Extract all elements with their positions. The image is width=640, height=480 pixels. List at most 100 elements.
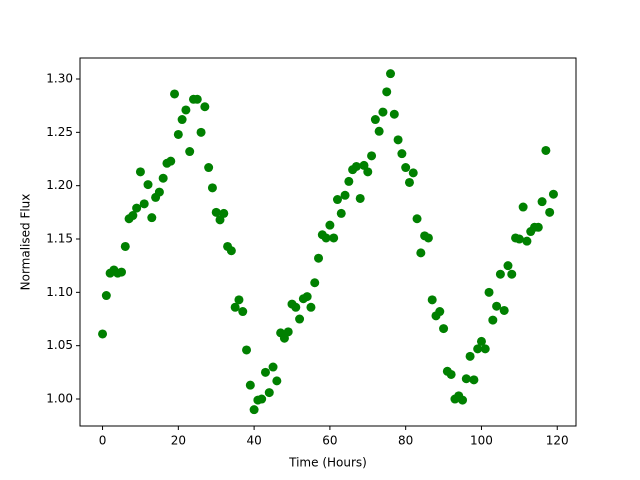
point [260,367,270,377]
point [200,102,210,112]
point [283,327,293,337]
point [374,126,384,136]
point [207,183,217,193]
y-tick-label: 1.25 [46,125,73,139]
point [367,151,377,161]
x-tick-label: 120 [546,434,569,448]
point [518,202,528,212]
point [548,189,558,199]
x-tick-label: 0 [99,434,107,448]
point [242,345,252,355]
point [166,156,176,166]
y-tick-label: 1.15 [46,232,73,246]
point [404,177,414,187]
x-tick-label: 20 [171,434,186,448]
point [204,163,214,173]
point [393,135,403,145]
point [257,394,267,404]
point [355,193,365,203]
point [386,69,396,79]
point [389,109,399,119]
y-tick-label: 1.05 [46,338,73,352]
point [306,302,316,312]
point [325,220,335,230]
point [495,269,505,279]
point [499,305,509,315]
x-tick-label: 40 [246,434,261,448]
point [177,115,187,125]
point [408,168,418,178]
point [522,236,532,246]
point [135,167,145,177]
point [249,405,259,415]
point [533,222,543,232]
x-tick-label: 100 [470,434,493,448]
point [423,233,433,243]
point [514,234,524,244]
point [272,376,282,386]
point [196,127,206,137]
point [492,301,502,311]
point [147,213,157,223]
x-axis-label: Time (Hours) [288,456,367,470]
point [128,211,138,221]
point [268,362,278,372]
y-tick-label: 1.10 [46,285,73,299]
point [503,261,513,271]
point [154,187,164,197]
point [219,208,229,218]
point [295,314,305,324]
plot-frame [79,57,577,427]
point [476,336,486,346]
point [401,163,411,173]
point [465,351,475,361]
point [245,380,255,390]
point [116,267,126,277]
point [336,208,346,218]
point [291,302,301,312]
point [340,190,350,200]
point [321,233,331,243]
point [480,344,490,354]
point [488,315,498,325]
point [458,395,468,405]
point [329,233,339,243]
point [120,241,130,251]
point [537,197,547,207]
point [446,369,456,379]
point [226,246,236,256]
point [332,195,342,205]
point [416,248,426,258]
point [370,115,380,125]
point [351,161,361,171]
point [427,295,437,305]
point [397,149,407,159]
point [158,173,168,183]
point [484,287,494,297]
point [314,253,324,263]
y-tick-label: 1.00 [46,392,73,406]
point [461,374,471,384]
point [185,147,195,157]
point [507,269,517,279]
point [302,292,312,302]
point [344,176,354,186]
y-axis-label: Normalised Flux [19,194,33,291]
point [310,278,320,288]
point [378,107,388,117]
y-tick-label: 1.30 [46,72,73,86]
point [469,375,479,385]
point [435,307,445,317]
point [234,295,244,305]
point [101,291,111,301]
point [132,203,142,213]
point [412,214,422,224]
point [230,302,240,312]
x-tick-label: 60 [322,434,337,448]
point [143,180,153,190]
point [181,105,191,115]
point [98,329,108,339]
point [541,145,551,155]
point [473,344,483,354]
